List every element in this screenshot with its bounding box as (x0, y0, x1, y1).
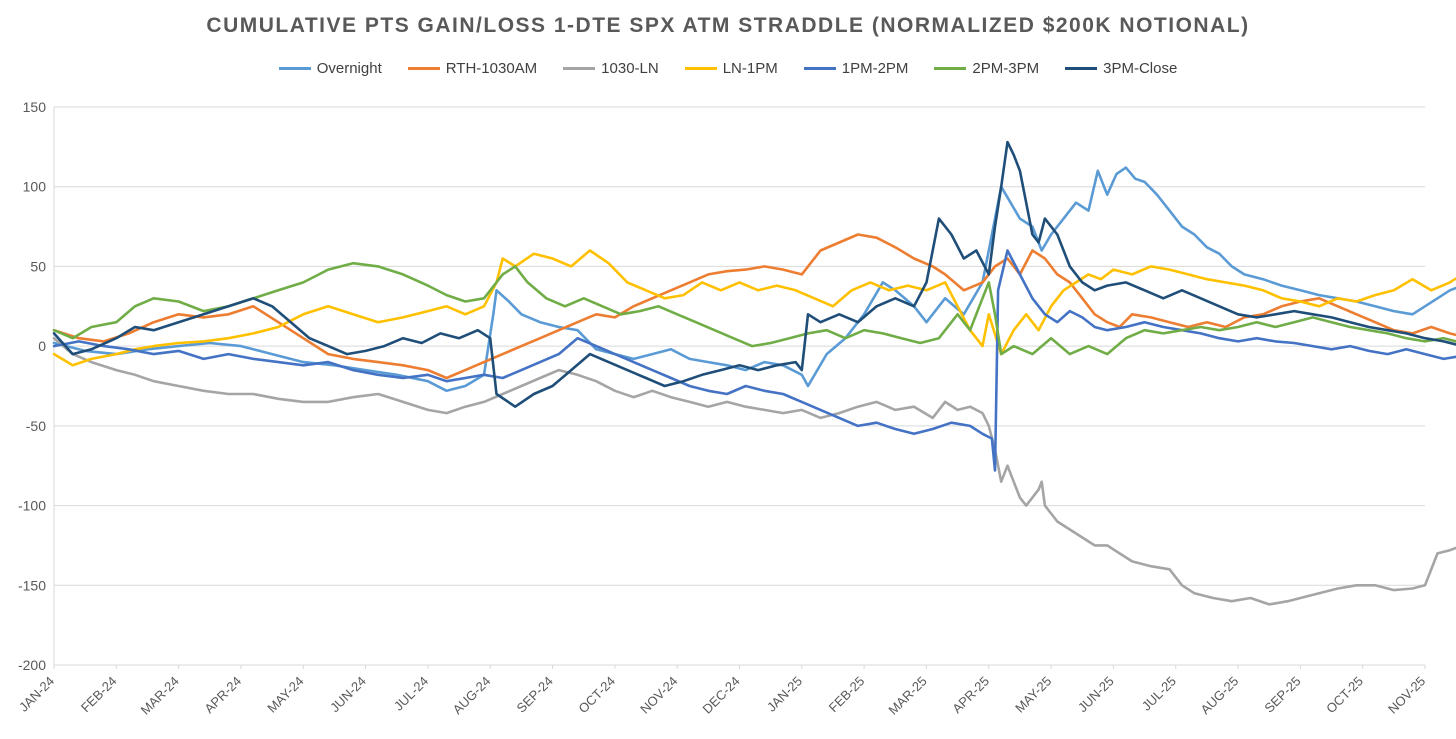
legend-label: 2PM-3PM (972, 60, 1040, 77)
series-line-3pm-close (52, 140, 1456, 408)
legend-item: RTH-1030AM (407, 60, 538, 77)
series-line-1030-ln (52, 336, 1456, 606)
y-tick-label: -150 (18, 577, 46, 593)
x-tick-label: APR-25 (949, 673, 992, 716)
y-tick-label: -200 (18, 657, 46, 673)
series-line-2pm-3pm (52, 261, 1456, 356)
chart-title: CUMULATIVE PTS GAIN/LOSS 1-DTE SPX ATM S… (206, 14, 1250, 37)
legend-item: 1PM-2PM (803, 60, 909, 77)
legend-item: Overnight (278, 60, 382, 77)
series-line-1pm-2pm (52, 249, 1456, 472)
legend-swatch (563, 67, 596, 70)
legend-item: 2PM-3PM (934, 60, 1039, 77)
y-tick-label: 150 (23, 99, 47, 115)
x-tick-label: OCT-24 (575, 673, 618, 716)
x-tick-label: NOV-24 (637, 673, 680, 716)
legend-label: 1PM-2PM (841, 60, 909, 77)
legend-label: 1030-LN (601, 60, 659, 77)
legend-swatch (1065, 67, 1098, 70)
y-tick-label: 0 (38, 338, 46, 354)
x-tick-label: JAN-25 (764, 673, 805, 714)
x-tick-label: JAN-24 (16, 673, 57, 714)
legend-swatch (803, 67, 836, 70)
x-tick-label: FEB-24 (78, 673, 120, 715)
x-tick-label: JUL-25 (1139, 673, 1179, 713)
y-tick-label: 100 (23, 179, 47, 195)
x-tick-label: DEC-24 (699, 673, 742, 716)
x-tick-label: MAY-24 (264, 673, 306, 715)
y-tick-label: -100 (18, 498, 46, 514)
legend-item: 1030-LN (563, 60, 659, 77)
x-tick-label: NOV-25 (1385, 673, 1428, 716)
legend-label: RTH-1030AM (445, 60, 538, 77)
legend-item: LN-1PM (684, 60, 778, 77)
legend: Overnight RTH-1030AM 1030-LN LN-1PM 1PM-2PM 2… (0, 60, 1456, 77)
series-line-ln-1pm (52, 249, 1456, 367)
legend-swatch (278, 67, 311, 70)
x-tick-label: AUG-25 (1198, 673, 1242, 717)
legend-label: LN-1PM (722, 60, 778, 77)
y-tick-label: 50 (30, 258, 46, 274)
x-tick-label: JUN-24 (327, 673, 369, 715)
x-tick-label: MAR-25 (885, 673, 929, 717)
y-tick-label: -50 (26, 418, 46, 434)
x-tick-label: APR-24 (201, 673, 244, 716)
legend-label: 3PM-Close (1103, 60, 1178, 77)
x-tick-label: SEP-25 (1261, 673, 1303, 715)
x-tick-label: SEP-24 (514, 673, 556, 715)
x-tick-label: JUL-24 (391, 673, 431, 713)
legend-label: Overnight (316, 60, 382, 77)
x-tick-label: AUG-24 (450, 673, 494, 717)
series-line-rth-1030am (52, 233, 1456, 380)
legend-swatch (684, 67, 717, 70)
series-line-overnight (52, 166, 1456, 393)
legend-item: 3PM-Close (1065, 60, 1177, 77)
x-tick-label: MAR-24 (138, 673, 182, 717)
legend-swatch (407, 67, 440, 70)
x-tick-label: JUN-25 (1075, 673, 1117, 715)
x-tick-label: OCT-25 (1323, 673, 1366, 716)
x-tick-label: FEB-25 (826, 673, 868, 715)
legend-swatch (934, 67, 967, 70)
x-tick-label: MAY-25 (1012, 673, 1054, 715)
